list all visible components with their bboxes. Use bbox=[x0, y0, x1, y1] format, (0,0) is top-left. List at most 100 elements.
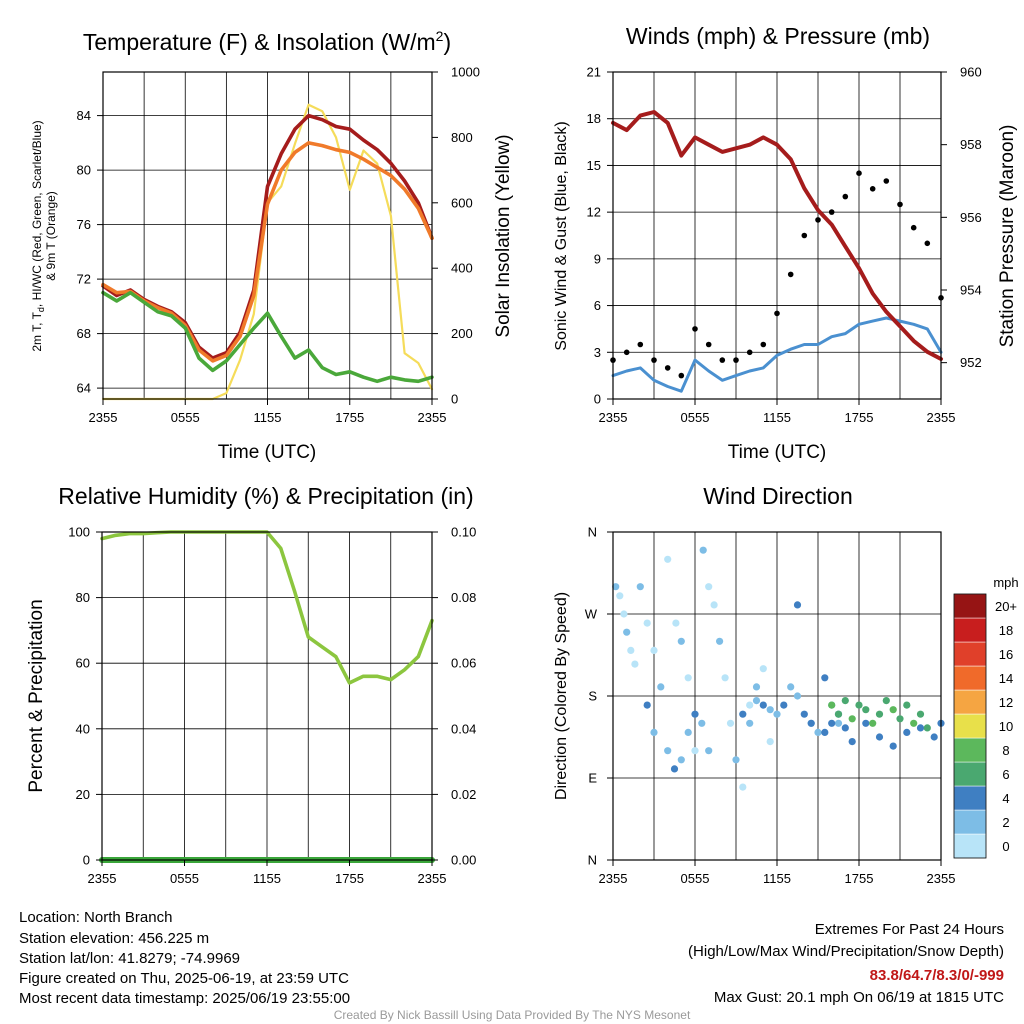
direction-point bbox=[650, 646, 658, 655]
direction-point bbox=[889, 742, 897, 750]
y-tick-label: 3 bbox=[594, 345, 601, 360]
colorbar-label: 6 bbox=[1002, 767, 1009, 782]
direction-point bbox=[766, 706, 774, 714]
extreme-separator: / bbox=[899, 967, 904, 984]
speed-colorbar: 0 2 4 6 8 10 12 14 16 18 20+ bbox=[953, 593, 1017, 859]
credit-line: Created By Nick Bassill Using Data Provi… bbox=[334, 1008, 691, 1022]
insolation-y-label: Solar Insolation (Yellow) bbox=[493, 134, 514, 337]
colorbar-frame bbox=[953, 593, 987, 859]
direction-point bbox=[739, 783, 747, 791]
temperature-title: Temperature (F) & Insolation (W/m2) bbox=[83, 28, 451, 55]
y-tick-label: 68 bbox=[77, 326, 91, 341]
direction-point bbox=[841, 697, 849, 705]
colorbar-swatch bbox=[953, 641, 987, 667]
direction-point bbox=[670, 765, 679, 773]
gust-point bbox=[651, 357, 657, 363]
colorbar-swatch bbox=[953, 809, 987, 835]
y-right-tick-label: 400 bbox=[451, 261, 473, 276]
direction-point bbox=[766, 738, 774, 746]
panel-temperature: Temperature (F) & Insolation (W/m2) 2355… bbox=[30, 28, 514, 463]
direction-point bbox=[780, 701, 788, 709]
colorbar-swatch bbox=[953, 785, 987, 811]
colorbar-label: 4 bbox=[1002, 791, 1009, 806]
direction-point bbox=[643, 619, 651, 627]
direction-point bbox=[855, 701, 863, 709]
colorbar-label: 0 bbox=[1002, 839, 1009, 854]
x-tick-label: 1755 bbox=[845, 871, 874, 886]
direction-point bbox=[620, 610, 628, 618]
colorbar-swatch bbox=[953, 713, 987, 739]
extreme-high: 83.8 bbox=[870, 967, 899, 984]
direction-point bbox=[705, 747, 713, 755]
series-line-sonic-wind bbox=[611, 316, 943, 393]
y-tick-label: 0 bbox=[594, 392, 601, 407]
panel-wind-direction: Wind Direction 2355 0555 1155 1755 2355NESWN… bbox=[553, 483, 1019, 886]
y-tick-label: 15 bbox=[587, 158, 601, 173]
footer-location: Location: North Branch bbox=[19, 909, 172, 926]
x-tick-label: 2355 bbox=[418, 871, 447, 886]
x-tick-label: 2355 bbox=[89, 410, 118, 425]
direction-point bbox=[814, 728, 822, 737]
gust-point bbox=[897, 201, 903, 208]
panel-humidity: Relative Humidity (%) & Precipitation (i… bbox=[26, 483, 476, 886]
direction-point bbox=[691, 710, 699, 718]
x-tick-label: 1755 bbox=[845, 410, 874, 425]
gust-point bbox=[924, 240, 931, 247]
colorbar-swatch bbox=[953, 761, 987, 787]
extreme-separator: / bbox=[932, 967, 937, 984]
direction-point bbox=[841, 724, 849, 732]
gust-point bbox=[828, 209, 835, 215]
humidity-title: Relative Humidity (%) & Precipitation (i… bbox=[58, 483, 473, 509]
y-tick-label: W bbox=[585, 607, 598, 622]
direction-point bbox=[746, 701, 754, 709]
gust-point bbox=[787, 271, 794, 278]
direction-point bbox=[787, 683, 795, 691]
footer-recent: Most recent data timestamp: 2025/06/19 2… bbox=[19, 990, 350, 1007]
y-right-tick-label: 958 bbox=[960, 137, 982, 152]
direction-point bbox=[643, 701, 651, 709]
direction-point bbox=[627, 646, 635, 655]
x-tick-label: 0555 bbox=[681, 410, 710, 425]
pressure-y-label: Station Pressure (Maroon) bbox=[997, 125, 1018, 348]
direction-point bbox=[793, 692, 802, 700]
colorbar-label: 18 bbox=[999, 623, 1013, 638]
direction-point bbox=[882, 697, 890, 705]
gust-point bbox=[623, 349, 630, 356]
winds-title: Winds (mph) & Pressure (mb) bbox=[626, 23, 930, 49]
series-line-td bbox=[101, 290, 434, 384]
temperature-x-label: Time (UTC) bbox=[218, 442, 317, 463]
y-tick-label: 20 bbox=[76, 787, 90, 802]
direction-point bbox=[752, 697, 761, 705]
direction-point bbox=[793, 601, 802, 609]
direction-point bbox=[657, 683, 665, 691]
y-right-tick-label: 0.04 bbox=[451, 721, 476, 736]
y-right-tick-label: 0.08 bbox=[451, 590, 476, 605]
direction-point bbox=[691, 747, 699, 755]
direction-point bbox=[752, 683, 761, 691]
colorbar-label: 16 bbox=[999, 647, 1013, 662]
x-tick-label: 2355 bbox=[927, 410, 956, 425]
direction-point bbox=[848, 715, 856, 723]
direction-point bbox=[759, 665, 767, 673]
gust-point bbox=[910, 224, 917, 231]
humidity-y-label: Percent & Precipitation bbox=[26, 599, 47, 792]
direction-point bbox=[896, 715, 904, 723]
direction-point bbox=[862, 719, 870, 727]
x-tick-label: 2355 bbox=[599, 871, 628, 886]
direction-point bbox=[848, 738, 856, 746]
y-tick-label: 76 bbox=[77, 217, 91, 232]
direction-point bbox=[910, 719, 918, 727]
direction-point bbox=[705, 583, 713, 591]
gust-point bbox=[678, 372, 685, 379]
x-tick-label: 2355 bbox=[418, 410, 447, 425]
wind-direction-title: Wind Direction bbox=[703, 483, 853, 509]
colorbar-label: 10 bbox=[999, 719, 1013, 734]
direction-point bbox=[828, 719, 836, 727]
max-gust: Max Gust: 20.1 mph On 06/19 at 1815 UTC bbox=[714, 989, 1004, 1006]
colorbar-swatch bbox=[953, 833, 987, 859]
colorbar-swatch bbox=[953, 737, 987, 763]
direction-point bbox=[903, 701, 911, 709]
gust-point bbox=[842, 193, 849, 200]
wind-direction-y-label: Direction (Colored By Speed) bbox=[553, 592, 570, 800]
